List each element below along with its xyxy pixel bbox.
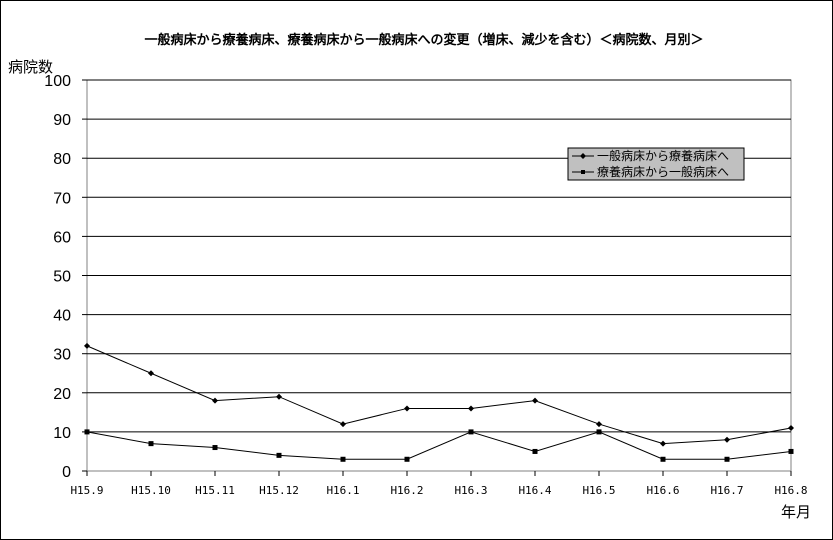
x-tick-label: H16.8	[774, 484, 807, 497]
legend-label-2: 療養病床から一般病床へ	[597, 164, 729, 179]
data-point-square	[276, 452, 282, 458]
data-point-square	[660, 456, 666, 462]
x-tick-label: H16.3	[454, 484, 487, 497]
y-tick-label: 10	[53, 425, 71, 442]
legend-marker-square	[581, 170, 585, 174]
data-point-square	[84, 429, 90, 435]
x-axis-label: 年月	[781, 503, 811, 521]
data-point-diamond	[340, 421, 346, 428]
x-tick-label: H16.6	[646, 484, 679, 497]
data-point-square	[532, 448, 538, 454]
x-tick-label: H15.9	[70, 484, 103, 497]
y-axis-label: 病院数	[8, 58, 53, 76]
data-point-square	[468, 429, 474, 435]
legend: 一般病床から療養病床へ 療養病床から一般病床へ	[567, 147, 745, 181]
y-tick-label: 70	[53, 190, 71, 207]
x-tick-label: H15.12	[259, 484, 299, 497]
y-tick-label: 40	[53, 308, 71, 325]
x-tick-label: H16.5	[582, 484, 615, 497]
y-tick-label: 0	[62, 464, 71, 481]
series-group	[84, 342, 794, 462]
y-tick-label: 30	[53, 347, 71, 364]
chart-title: 一般病床から療養病床、療養病床から一般病床への変更（増床、減少を含む）＜病院数、…	[144, 32, 703, 48]
legend-label-1: 一般病床から療養病床へ	[597, 148, 729, 163]
data-point-diamond	[148, 370, 154, 377]
x-tick-label: H16.2	[390, 484, 423, 497]
data-point-square	[340, 456, 346, 462]
y-tick-label: 50	[53, 269, 71, 286]
y-ticks: 0 10 20 30 40 50 60 70 80 90 100	[44, 73, 87, 481]
x-ticks: H15.9 H15.10 H15.11 H15.12 H16.1 H16.2 H16.3 H1…	[70, 471, 808, 497]
data-point-diamond	[788, 424, 794, 431]
data-point-square	[212, 445, 218, 451]
y-tick-label: 60	[53, 229, 71, 246]
x-tick-label: H16.7	[710, 484, 743, 497]
series-line-1	[86, 345, 792, 445]
data-point-diamond	[212, 397, 218, 404]
data-point-square	[788, 448, 794, 454]
y-tick-label: 90	[53, 112, 71, 129]
gridlines	[87, 79, 791, 472]
legend-box	[567, 147, 745, 181]
legend-marker-diamond	[580, 153, 586, 159]
x-tick-label: H15.10	[131, 484, 171, 497]
data-point-diamond	[276, 393, 282, 400]
x-tick-label: H16.1	[326, 484, 359, 497]
series-line-2	[86, 431, 792, 460]
data-point-diamond	[660, 440, 666, 447]
data-point-square	[596, 429, 602, 435]
y-tick-label: 100	[44, 73, 71, 90]
data-point-diamond	[596, 421, 602, 428]
x-tick-label: H16.4	[518, 484, 551, 497]
data-point-diamond	[404, 405, 410, 412]
y-tick-label: 20	[53, 386, 71, 403]
data-point-diamond	[724, 436, 730, 443]
y-tick-label: 80	[53, 151, 71, 168]
data-point-square	[148, 441, 154, 447]
x-tick-label: H15.11	[195, 484, 235, 497]
data-point-square	[724, 456, 730, 462]
data-point-diamond	[532, 397, 538, 404]
data-point-diamond	[84, 342, 90, 349]
data-point-diamond	[468, 405, 474, 412]
data-point-square	[404, 456, 410, 462]
